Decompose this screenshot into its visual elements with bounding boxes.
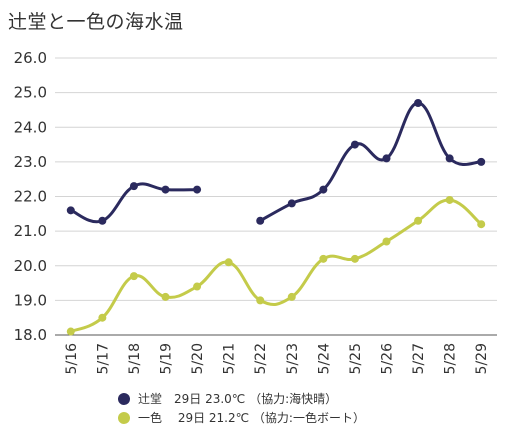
data-point-tsujido[interactable] — [129, 182, 138, 191]
data-point-isshiki[interactable] — [445, 195, 454, 204]
x-tick-label: 5/20 — [190, 343, 206, 374]
y-tick-label: 22.0 — [14, 188, 47, 206]
data-point-isshiki[interactable] — [224, 258, 233, 267]
chart-legend: 辻堂 29日 23.0℃ （協力:海快晴） 一色 29日 21.2℃ （協力:一… — [118, 389, 365, 427]
x-tick-label: 5/21 — [222, 343, 238, 374]
data-point-isshiki[interactable] — [129, 272, 138, 281]
data-point-tsujido[interactable] — [193, 185, 202, 194]
x-tick-label: 5/18 — [127, 343, 143, 374]
legend-item-isshiki[interactable]: 一色 29日 21.2℃ （協力:一色ボート） — [118, 408, 365, 427]
legend-marker-isshiki — [118, 411, 130, 424]
x-tick-label: 5/16 — [64, 343, 80, 375]
y-tick-label: 19.0 — [14, 291, 47, 309]
x-tick-label: 5/24 — [316, 343, 332, 375]
data-point-isshiki[interactable] — [414, 216, 423, 225]
y-tick-label: 18.0 — [14, 326, 47, 344]
y-tick-label: 23.0 — [14, 153, 47, 171]
y-tick-label: 25.0 — [14, 84, 47, 102]
series-line-tsujido — [258, 101, 483, 223]
data-point-isshiki[interactable] — [193, 282, 202, 291]
x-tick-label: 5/27 — [411, 343, 427, 374]
data-point-tsujido[interactable] — [66, 206, 75, 215]
data-point-tsujido[interactable] — [319, 185, 328, 194]
chart-title: 辻堂と一色の海水温 — [8, 11, 184, 33]
data-point-tsujido[interactable] — [287, 199, 296, 208]
y-tick-label: 21.0 — [14, 222, 47, 240]
x-tick-label: 5/26 — [380, 343, 396, 375]
data-point-isshiki[interactable] — [256, 296, 265, 305]
y-tick-label: 20.0 — [14, 257, 47, 275]
data-point-isshiki[interactable] — [287, 292, 296, 301]
data-point-tsujido[interactable] — [98, 216, 107, 225]
x-tick-label: 5/28 — [443, 343, 459, 374]
legend-marker-tsujido — [118, 392, 130, 405]
data-point-isshiki[interactable] — [350, 254, 359, 263]
data-point-isshiki[interactable] — [319, 254, 328, 263]
y-tick-label: 24.0 — [14, 118, 47, 136]
data-point-isshiki[interactable] — [66, 327, 75, 336]
x-tick-label: 5/19 — [159, 343, 175, 374]
legend-label-isshiki: 一色 29日 21.2℃ （協力:一色ボート） — [138, 411, 365, 425]
data-point-tsujido[interactable] — [477, 157, 486, 166]
data-point-isshiki[interactable] — [98, 313, 107, 322]
legend-item-tsujido[interactable]: 辻堂 29日 23.0℃ （協力:海快晴） — [118, 389, 365, 408]
data-point-tsujido[interactable] — [382, 154, 391, 163]
data-point-tsujido[interactable] — [256, 216, 265, 225]
y-tick-label: 26.0 — [14, 49, 47, 67]
data-point-tsujido[interactable] — [445, 154, 454, 163]
x-tick-label: 5/23 — [285, 343, 301, 374]
x-tick-label: 5/29 — [474, 343, 490, 374]
data-point-tsujido[interactable] — [350, 140, 359, 149]
data-point-tsujido[interactable] — [161, 185, 170, 194]
data-point-isshiki[interactable] — [161, 292, 170, 301]
legend-label-tsujido: 辻堂 29日 23.0℃ （協力:海快晴） — [138, 392, 338, 406]
x-tick-label: 5/22 — [253, 343, 269, 374]
x-tick-label: 5/25 — [348, 343, 364, 374]
data-point-isshiki[interactable] — [477, 220, 486, 229]
data-point-tsujido[interactable] — [414, 99, 423, 108]
data-point-isshiki[interactable] — [382, 237, 391, 246]
x-tick-label: 5/17 — [95, 343, 111, 374]
